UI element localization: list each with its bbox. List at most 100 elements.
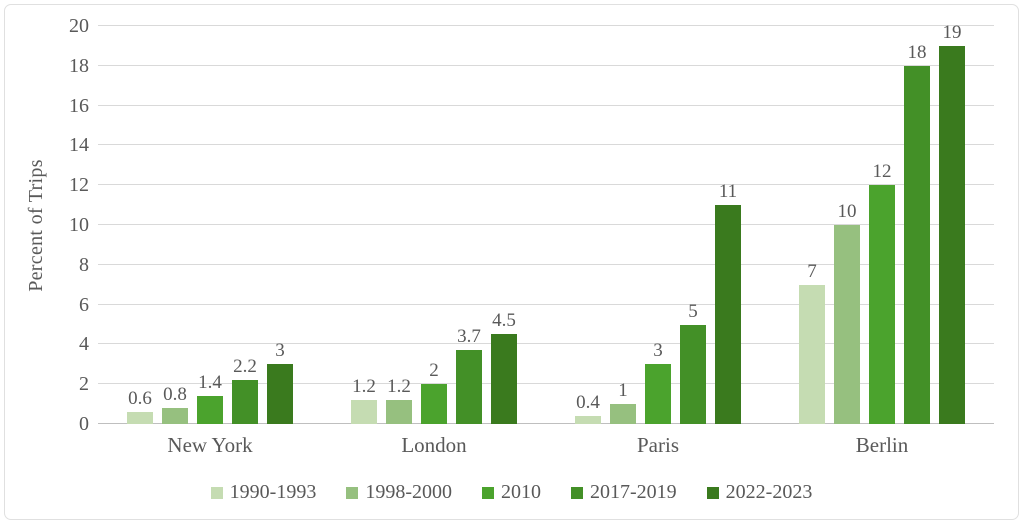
y-tick-label: 16 [69, 94, 89, 117]
bar: 18 [904, 42, 930, 424]
legend-label: 1998-2000 [365, 481, 452, 503]
bar-group: 0.6 0.8 1.4 2.2 3 [98, 26, 322, 424]
bar: 1.2 [386, 376, 412, 424]
bar-column: 0.8 [162, 26, 188, 424]
gridline [98, 64, 994, 66]
bar: 0.6 [127, 388, 153, 424]
chart-card: Percent of Trips 0 2 4 6 8 10 12 14 16 18 20 0.6 0.… [4, 4, 1019, 520]
y-tick-label: 20 [69, 15, 89, 37]
x-axis-labels: New York London Paris Berlin [98, 433, 994, 458]
y-tick-label: 12 [69, 174, 89, 197]
bar: 10 [834, 201, 860, 424]
plot-area: 0.6 0.8 1.4 2.2 3 1.2 1.2 2 3.7 4.5 0.4 1 3 5 11 7 10 12 1… [98, 22, 994, 424]
y-tick-label: 14 [69, 134, 89, 157]
bar-value-label: 2 [429, 360, 439, 382]
y-tick-label: 10 [69, 214, 89, 236]
bar-value-label: 19 [942, 21, 962, 43]
bar-column: 7 [799, 26, 825, 424]
bar-column: 12 [869, 26, 895, 424]
legend-label: 1990-1993 [229, 481, 317, 503]
legend-label: 2022-2023 [725, 481, 813, 503]
bar-value-label: 3.7 [457, 326, 481, 348]
bar-group: 0.4 1 3 5 11 [546, 26, 770, 424]
gridline [98, 25, 994, 26]
bar-value-label: 0.4 [576, 392, 600, 414]
bar-value-label: 1.4 [198, 372, 222, 394]
legend-swatch [482, 486, 494, 499]
bar-value-label: 1.2 [387, 376, 411, 398]
bar-column: 10 [834, 26, 860, 424]
legend-item: 2010 [482, 481, 541, 504]
gridline [98, 144, 994, 146]
bar-column: 0.6 [127, 26, 153, 424]
gridline [98, 383, 994, 385]
bar-column: 1.2 [386, 26, 412, 424]
y-tick-label: 6 [79, 293, 89, 316]
bar: 1 [610, 380, 636, 424]
x-axis-category-label: London [401, 433, 467, 457]
gridline [98, 184, 994, 186]
bar: 7 [799, 261, 825, 424]
bar-column: 2 [421, 26, 447, 424]
bar-value-label: 1.2 [352, 376, 376, 398]
x-axis-category-label: New York [167, 433, 253, 457]
bar: 12 [869, 161, 895, 424]
bar-column: 3 [645, 26, 671, 424]
bar-value-label: 18 [907, 41, 927, 63]
legend-swatch [346, 486, 359, 499]
bar-group: 7 10 12 18 19 [770, 22, 994, 424]
bar: 0.4 [575, 392, 601, 424]
bar-value-label: 2.2 [233, 356, 257, 378]
bar-column: 2.2 [232, 26, 258, 424]
y-tick-label: 2 [79, 373, 89, 396]
gridline [98, 343, 994, 345]
bar-group: 1.2 1.2 2 3.7 4.5 [322, 26, 546, 424]
bar-column: 18 [904, 26, 930, 424]
bar-column: 3.7 [456, 26, 482, 424]
bar-column: 1.2 [351, 26, 377, 424]
bar-value-label: 0.6 [128, 388, 152, 410]
bar-column: 11 [715, 26, 741, 424]
legend-swatch [571, 486, 583, 499]
bar-groups: 0.6 0.8 1.4 2.2 3 1.2 1.2 2 3.7 4.5 0.4 1 3 5 11 7 10 12 1… [98, 22, 994, 424]
x-axis-category-label: Berlin [855, 433, 909, 457]
legend-swatch [706, 486, 719, 499]
bar: 1.4 [197, 372, 223, 424]
bar: 19 [939, 22, 965, 424]
legend-item: 1990-1993 [210, 481, 317, 504]
y-tick-label: 0 [79, 413, 89, 435]
legend-label: 2010 [501, 481, 541, 503]
gridline [98, 104, 994, 106]
bar: 5 [680, 301, 706, 424]
legend-label: 2017-2019 [590, 481, 677, 503]
bar: 0.8 [162, 384, 188, 424]
bar-column: 5 [680, 26, 706, 424]
bar: 11 [715, 181, 741, 424]
bar: 3 [267, 340, 293, 424]
bar-value-label: 3 [275, 340, 285, 362]
y-tick-label: 18 [69, 54, 89, 77]
legend-swatch [210, 486, 223, 499]
bar: 3 [645, 340, 671, 424]
bar-value-label: 12 [872, 161, 892, 183]
gridline [98, 224, 994, 225]
bar-value-label: 7 [807, 260, 817, 282]
bar-column: 1.4 [197, 26, 223, 424]
legend-item: 2017-2019 [571, 481, 677, 504]
bar: 3.7 [456, 326, 482, 424]
bar-value-label: 5 [688, 300, 698, 322]
y-tick-label: 8 [79, 253, 89, 276]
bar-column: 4.5 [491, 26, 517, 424]
bar-column: 1 [610, 26, 636, 424]
bar-column: 19 [939, 22, 965, 424]
gridline [98, 263, 994, 265]
gridline [98, 303, 994, 305]
bar: 2 [421, 360, 447, 424]
y-axis-title-text: Percent of Trips [24, 158, 47, 292]
legend: 1990-1993 1998-2000 2010 2017-2019 2022-2023 [5, 481, 1018, 504]
bar-column: 0.4 [575, 26, 601, 424]
bar-value-label: 11 [718, 181, 738, 203]
bar-value-label: 4.5 [492, 310, 516, 332]
y-axis-ticks: 0 2 4 6 8 10 12 14 16 18 20 [47, 16, 89, 434]
bar-value-label: 10 [837, 201, 857, 222]
